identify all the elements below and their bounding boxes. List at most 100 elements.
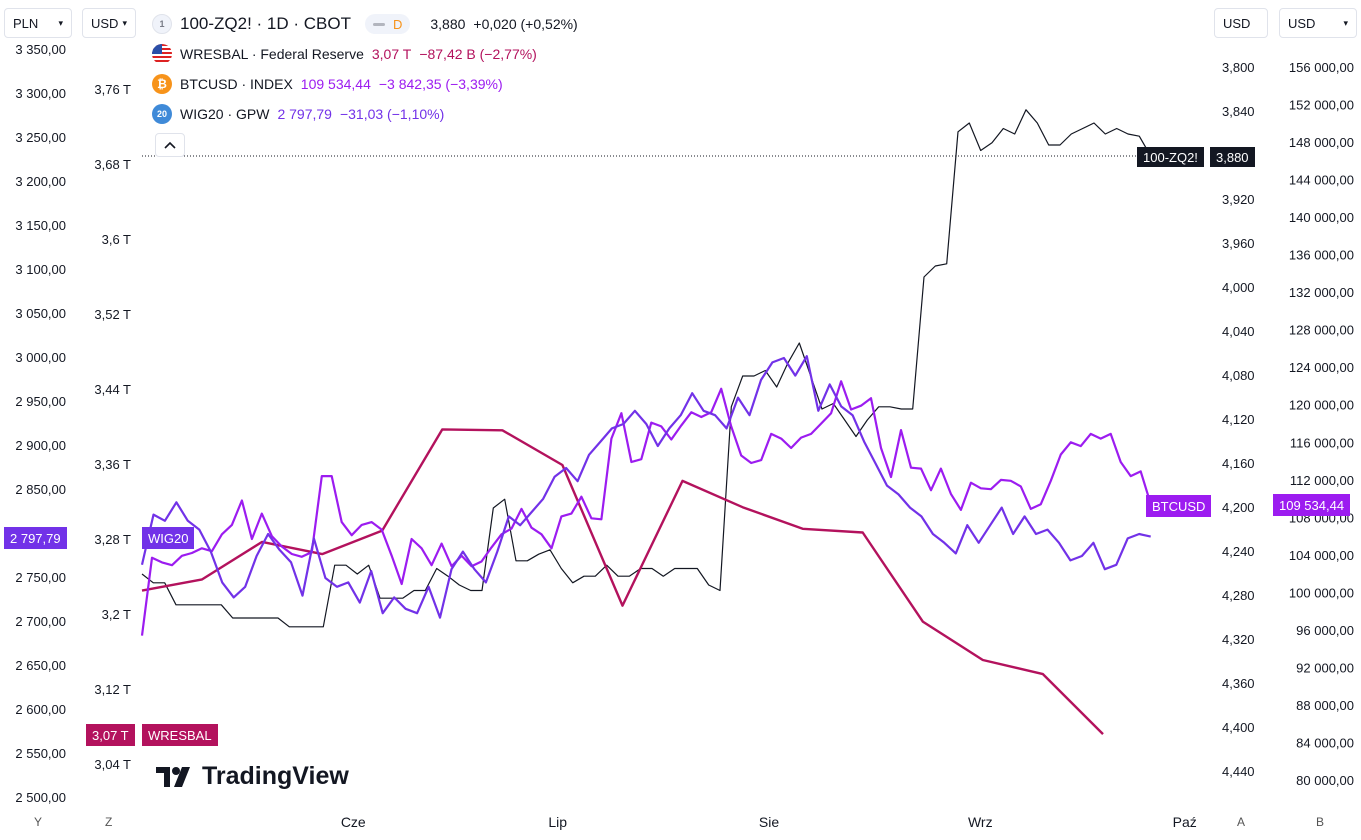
axis-z-tick: 3,52 T — [94, 307, 131, 322]
legend-btcusd-change: −3 842,35 (−3,39%) — [378, 76, 503, 92]
axis-b-tick: 96 000,00 — [1296, 623, 1354, 638]
main-symbol-row[interactable]: 1 100-ZQ2! · 1D · CBOT D 3,880 +0,020 (+… — [152, 12, 578, 36]
axis-b-tick: 116 000,00 — [1290, 435, 1354, 450]
tag-btc-name: BTCUSD — [1146, 495, 1212, 517]
compare-count-icon: 1 — [152, 14, 172, 34]
axis-a-tick: 4,080 — [1222, 368, 1255, 383]
axis-a-tick: 4,320 — [1222, 632, 1255, 647]
axis-y-tick: 3 250,00 — [15, 130, 66, 145]
axis-z-wresbal: 3,76 T 3,68 T 3,6 T 3,52 T 3,44 T 3,36 T 3,28 … — [94, 82, 131, 772]
chevron-down-icon: ▾ — [1343, 17, 1348, 28]
watermark-text: TradingView — [202, 762, 349, 790]
axis-b-tick: 92 000,00 — [1296, 660, 1354, 675]
tag-wig20-name: WIG20 — [142, 527, 195, 549]
axis-b-tick: 156 000,00 — [1289, 60, 1354, 75]
axis-y-tick: 3 050,00 — [15, 306, 66, 321]
axis-b-tick: 100 000,00 — [1289, 585, 1354, 600]
x-axis-tick: Wrz — [968, 814, 993, 830]
chevron-up-icon — [164, 141, 176, 149]
axis-a-tick: 4,040 — [1222, 324, 1255, 339]
axis-b-btcusd: 156 000,00 152 000,00 148 000,00 144 000,00… — [1289, 60, 1354, 788]
axis-y-tick: 2 550,00 — [15, 746, 66, 761]
axis-z-tick: 3,2 T — [102, 607, 131, 622]
axis-a-tick: 3,920 — [1222, 192, 1255, 207]
axis-z-tick: 3,04 T — [94, 757, 131, 772]
market-status-dot-icon — [372, 22, 385, 26]
bitcoin-icon: ₿ — [152, 74, 172, 94]
axis-y-tick: 3 200,00 — [15, 174, 66, 189]
axis-y-tick: 2 600,00 — [15, 702, 66, 717]
axis-a-label[interactable]: A — [1237, 815, 1246, 829]
axis-y-tick: 3 350,00 — [15, 42, 66, 57]
currency-select-z[interactable]: USD ▾ — [82, 8, 136, 38]
currency-select-a-label: USD — [1223, 15, 1251, 31]
axis-b-label[interactable]: B — [1316, 815, 1325, 829]
axis-y-tick: 2 900,00 — [15, 438, 66, 453]
axis-y-tick: 2 950,00 — [15, 394, 66, 409]
axis-z-tick: 3,6 T — [102, 232, 131, 247]
axis-a-tick: 3,800 — [1222, 60, 1255, 75]
axis-a-tick: 4,240 — [1222, 544, 1255, 559]
tag-zq-name: 100-ZQ2! — [1137, 147, 1204, 167]
legend-wresbal[interactable]: WRESBAL · Federal Reserve 3,07 T −87,42 … — [152, 42, 537, 66]
legend-wig20-value: 2 797,79 — [277, 106, 332, 122]
series-line-zq[interactable] — [141, 109, 1152, 628]
currency-select-a[interactable]: USD — [1214, 8, 1268, 38]
main-symbol[interactable]: 100-ZQ2! · 1D · CBOT — [180, 14, 351, 33]
tag-wresbal-name: WRESBAL — [142, 724, 218, 746]
axis-b-tick: 80 000,00 — [1296, 773, 1354, 788]
axis-b-tick: 128 000,00 — [1289, 323, 1354, 338]
x-axis: Cze Lip Sie Wrz Paź — [341, 814, 1197, 830]
axis-y-tick: 2 700,00 — [15, 614, 66, 629]
x-axis-tick: Lip — [548, 814, 567, 830]
us-flag-icon — [152, 44, 172, 64]
legend-wig20[interactable]: 20 WIG20 · GPW 2 797,79 −31,03 (−1,10%) — [152, 102, 444, 126]
series-line-btcusd[interactable] — [140, 380, 1152, 636]
legend-btcusd-symbol: BTCUSD · INDEX — [180, 76, 293, 92]
axis-y-tick: 2 650,00 — [15, 658, 66, 673]
axis-z-label[interactable]: Z — [105, 815, 113, 829]
currency-select-b[interactable]: USD ▾ — [1279, 8, 1357, 38]
series-line-wig20[interactable] — [140, 355, 1151, 619]
axis-b-tick: 144 000,00 — [1289, 173, 1354, 188]
axis-b-tick: 136 000,00 — [1289, 248, 1354, 263]
axis-a-tick: 4,160 — [1222, 456, 1255, 471]
chevron-down-icon: ▾ — [58, 17, 63, 28]
axis-z-tick: 3,68 T — [94, 157, 131, 172]
market-status-badge[interactable]: D — [364, 14, 411, 34]
axis-a-tick: 3,840 — [1222, 104, 1255, 119]
axis-y-tick: 3 150,00 — [15, 218, 66, 233]
legend-wresbal-change: −87,42 B (−2,77%) — [419, 46, 537, 62]
axis-a-tick: 4,000 — [1222, 280, 1255, 295]
axis-b-tick: 140 000,00 — [1289, 210, 1354, 225]
axis-z-tick: 3,36 T — [94, 457, 131, 472]
axis-b-tick: 88 000,00 — [1296, 698, 1354, 713]
axis-y-tick: 3 100,00 — [15, 262, 66, 277]
axis-a-tick: 4,280 — [1222, 588, 1255, 603]
tradingview-logo-icon — [156, 766, 190, 787]
axis-a-tick: 4,400 — [1222, 720, 1255, 735]
main-price: 3,880 — [430, 16, 466, 32]
axis-a-tick: 4,360 — [1222, 676, 1255, 691]
currency-select-left[interactable]: PLN ▾ — [4, 8, 72, 38]
tag-zq-value: 3,880 — [1210, 147, 1255, 167]
currency-select-b-label: USD — [1288, 15, 1316, 31]
axis-z-tick: 3,28 T — [94, 532, 131, 547]
axis-y-label[interactable]: Y — [34, 815, 43, 829]
axis-a-tick: 4,440 — [1222, 764, 1255, 779]
axis-a-zq: 3,8003,8403,8803,9203,9604,0004,0404,080… — [1222, 60, 1255, 779]
x-axis-tick: Cze — [341, 814, 366, 830]
axis-y-tick: 2 850,00 — [15, 482, 66, 497]
tradingview-watermark[interactable]: TradingView — [156, 762, 349, 791]
currency-select-left-label: PLN — [13, 15, 39, 31]
axis-b-tick: 152 000,00 — [1289, 98, 1354, 113]
chevron-down-icon: ▾ — [122, 17, 127, 28]
collapse-legend-button[interactable] — [155, 133, 185, 157]
legend-btcusd[interactable]: ₿ BTCUSD · INDEX 109 534,44 −3 842,35 (−… — [152, 72, 503, 96]
axis-b-tick: 124 000,00 — [1289, 360, 1354, 375]
series-line-wresbal[interactable] — [141, 428, 1104, 735]
axis-y-tick: 2 750,00 — [15, 570, 66, 585]
market-badge-letter: D — [392, 16, 403, 32]
axis-z-tick: 3,12 T — [94, 682, 131, 697]
